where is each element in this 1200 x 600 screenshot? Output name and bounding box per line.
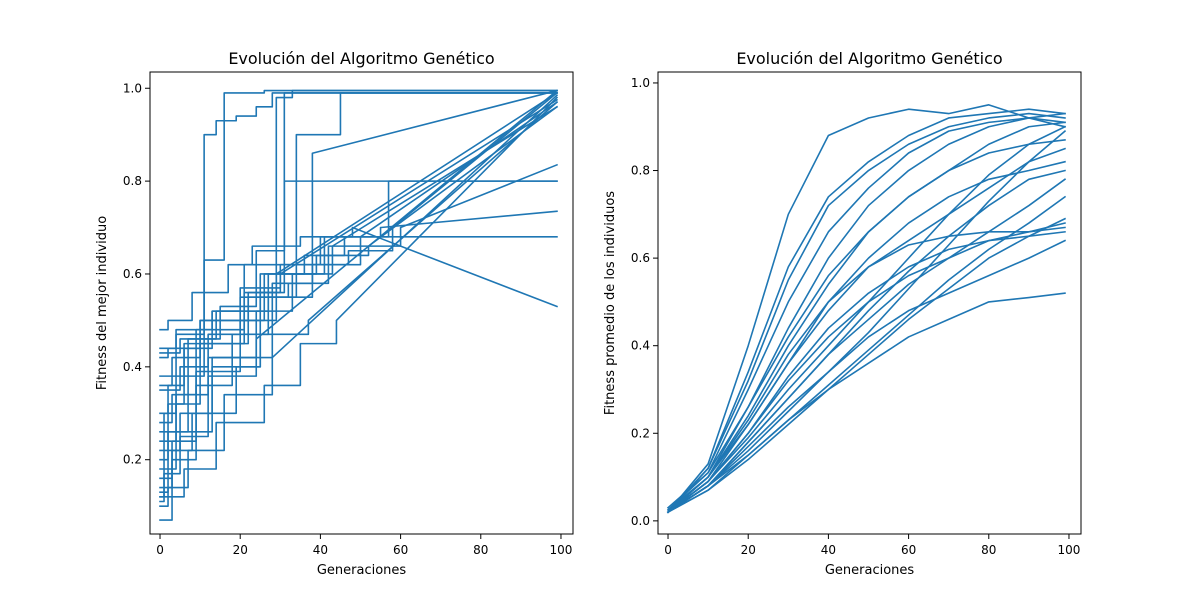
series-line-10	[159, 105, 559, 433]
x-tick-label: 40	[821, 543, 836, 557]
series-line-10	[666, 239, 1067, 514]
series-line-17	[666, 226, 1066, 512]
x-axis-label: Generaciones	[825, 563, 915, 578]
y-tick-label: 0.2	[631, 426, 650, 440]
series-line-11	[666, 292, 1066, 514]
y-tick-label: 0.4	[123, 360, 142, 374]
series-line-11	[159, 96, 559, 498]
x-tick-label: 20	[741, 543, 756, 557]
x-tick-label: 0	[156, 543, 164, 557]
series-line-12	[159, 94, 559, 507]
series-line-4	[666, 117, 1066, 512]
series-line-3	[666, 112, 1066, 514]
x-tick-label: 100	[1058, 543, 1081, 557]
series-line-12	[666, 125, 1067, 514]
y-axis-label: Fitness promedio de los individuos	[603, 191, 618, 415]
x-tick-label: 0	[664, 543, 672, 557]
series-line-18	[666, 230, 1066, 514]
series-line-14	[666, 169, 1066, 514]
series-line-15	[666, 217, 1067, 514]
series-line-2	[666, 108, 1066, 514]
axes-frame	[149, 71, 574, 535]
series-line-21	[159, 92, 558, 424]
x-tick-label: 20	[233, 543, 248, 557]
y-tick-label: 0.4	[631, 339, 650, 353]
chart-title: Evolución del Algoritmo Genético	[736, 49, 1002, 68]
series-line-22	[159, 89, 558, 452]
axes-frame	[657, 71, 1082, 535]
x-tick-label: 40	[313, 543, 328, 557]
y-tick-label: 1.0	[631, 76, 650, 90]
series-line-13	[159, 101, 559, 489]
y-tick-label: 0.6	[631, 251, 650, 265]
x-tick-label: 60	[393, 543, 408, 557]
x-tick-label: 80	[473, 543, 488, 557]
series-line-13	[666, 129, 1067, 514]
y-tick-label: 1.0	[123, 81, 142, 95]
series-line-1	[666, 104, 1066, 514]
chart-title: Evolución del Algoritmo Genético	[228, 49, 494, 68]
x-axis-label: Generaciones	[317, 563, 407, 578]
series-line-19	[666, 160, 1066, 514]
chart-2: 0 20 40 60 80 100 0.0 0.2 0.4 0.6 0.8 1.0 Evolución …	[603, 49, 1082, 578]
y-tick-label: 0.2	[123, 453, 142, 467]
y-tick-label: 0.8	[123, 174, 142, 188]
y-tick-label: 0.0	[631, 514, 650, 528]
x-tick-label: 80	[981, 543, 996, 557]
series-line-20	[666, 138, 1066, 509]
x-tick-label: 60	[901, 543, 916, 557]
chart-1: 0 20 40 60 80 100 0.2 0.4 0.6 0.8 1.0 Evolución del…	[95, 49, 574, 578]
y-tick-label: 0.6	[123, 267, 142, 281]
y-axis-label: Fitness del mejor individuo	[95, 216, 110, 390]
series-line-19	[159, 180, 558, 359]
y-tick-label: 0.8	[631, 164, 650, 178]
x-tick-label: 100	[550, 543, 573, 557]
series-line-16	[666, 195, 1067, 514]
